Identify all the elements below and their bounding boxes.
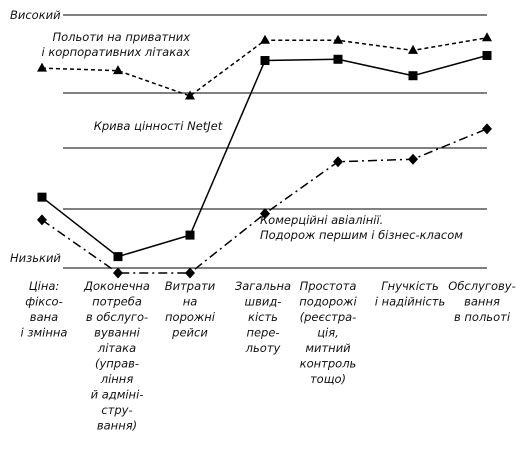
netjets-label: Крива цінності NetJet <box>94 119 223 133</box>
series-markers <box>37 32 492 279</box>
netjets-point <box>408 71 418 81</box>
x-tick-label: Гнучкість і надійність <box>375 279 446 309</box>
x-tick-label: Простота подорожі (реєстра-ція, митний контр… <box>299 279 357 386</box>
netjets-point <box>333 54 343 64</box>
commercial-airlines-point <box>185 267 195 279</box>
netjets-point <box>185 230 195 240</box>
private-jets-point <box>333 34 343 44</box>
commercial-airlines-label: Комерційні авіалінії. Подорож першим і бі… <box>260 213 463 242</box>
x-tick-label: Загальна швид-кість пере-льоту <box>235 279 291 355</box>
commercial-airlines-point <box>37 214 47 226</box>
series-labels: Польоти на приватних і корпоративних літа… <box>41 30 463 242</box>
x-tick-label: Витрати на порожні рейси <box>165 279 216 340</box>
commercial-airlines-point <box>260 208 270 220</box>
private-jets-point <box>113 65 123 75</box>
private-jets-point <box>408 44 418 54</box>
private-jets-point <box>37 62 47 72</box>
commercial-airlines-point <box>482 123 492 135</box>
commercial-airlines-point <box>113 267 123 279</box>
private-jets-point <box>185 90 195 100</box>
y-axis-high-label: Високий <box>10 8 61 22</box>
netjets-point <box>113 252 123 262</box>
gridlines <box>63 14 487 269</box>
x-tick-label: Ціна: фіксо-вана і змінна <box>21 279 68 340</box>
private-jets-point <box>482 32 492 42</box>
commercial-airlines-point <box>333 156 343 168</box>
private-jets-label: Польоти на приватних і корпоративних літа… <box>41 30 190 59</box>
netjets-point <box>37 192 47 202</box>
y-axis-low-label: Низький <box>10 251 61 265</box>
netjets-point <box>260 56 270 66</box>
x-tick-label: Доконечна потреба в обслуго-вуванні літака(… <box>83 279 150 433</box>
x-axis-tick-labels: Ціна: фіксо-вана і змінна Доконечна потреба в… <box>21 279 516 433</box>
commercial-airlines-point <box>408 153 418 165</box>
commercial-airlines-line <box>41 128 488 274</box>
netjets-point <box>482 50 492 60</box>
x-tick-label: Обслугову-вання в польоті <box>448 279 515 324</box>
private-jets-point <box>260 34 270 44</box>
